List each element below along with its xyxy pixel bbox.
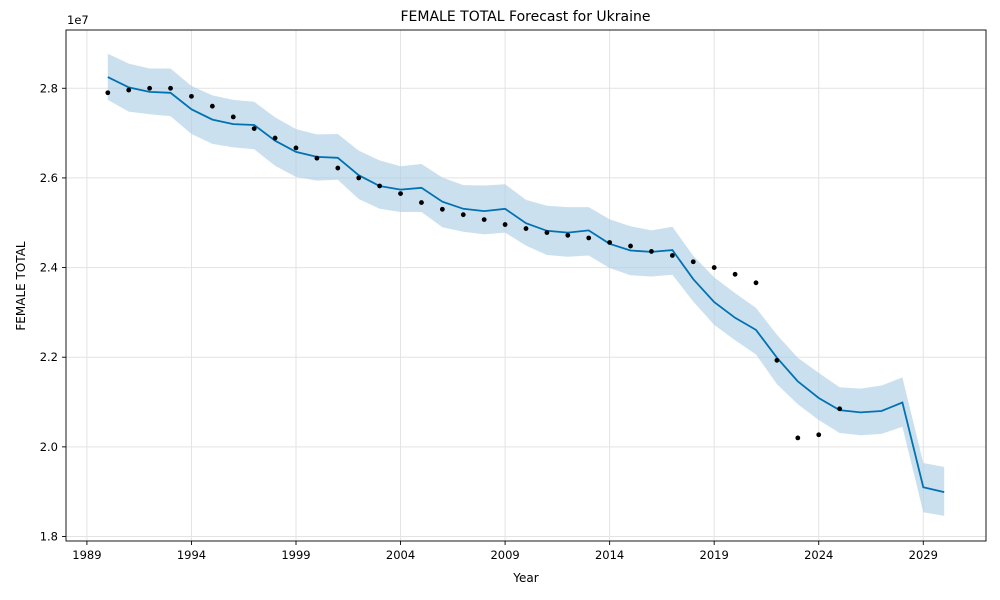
- observed-point: [732, 271, 738, 277]
- x-tick-label: 2014: [595, 548, 624, 562]
- observed-point: [837, 406, 843, 412]
- observed-point: [189, 93, 194, 99]
- observed-point: [607, 240, 613, 245]
- observed-point: [565, 232, 571, 238]
- y-tick-label: 2.8: [40, 81, 58, 95]
- observed-point: [460, 212, 466, 218]
- observed-point: [168, 85, 173, 91]
- chart-title: FEMALE TOTAL Forecast for Ukraine: [401, 9, 651, 25]
- observed-point: [251, 126, 257, 132]
- observed-point: [669, 253, 675, 258]
- grid-lines: [66, 30, 986, 541]
- x-axis-ticks: 1989 1994 1999 2004 2009 2014 2019 2024 2029: [72, 541, 938, 562]
- observed-point: [544, 230, 550, 236]
- y-axis-ticks: 1.8 2.0 2.2 2.4 2.6 2.8: [40, 81, 66, 544]
- observed-point: [649, 249, 654, 254]
- y-tick-label: 2.2: [40, 350, 58, 364]
- observed-point: [711, 265, 717, 270]
- x-tick-label: 2029: [909, 548, 938, 562]
- observed-point: [209, 103, 215, 109]
- observed-point: [690, 259, 696, 265]
- observed-point: [774, 357, 780, 363]
- observed-point: [272, 135, 278, 141]
- observed-point: [335, 165, 341, 171]
- y-scale-label: 1e7: [67, 13, 89, 27]
- observed-point: [795, 435, 801, 441]
- observed-point: [293, 145, 299, 151]
- x-axis-label: Year: [512, 571, 538, 585]
- observed-point: [753, 280, 759, 286]
- observed-point: [377, 183, 383, 189]
- x-tick-label: 2019: [700, 548, 729, 562]
- observed-point: [586, 235, 592, 241]
- y-tick-label: 2.0: [40, 440, 58, 454]
- forecast-line: [107, 76, 945, 493]
- x-tick-label: 1989: [72, 548, 101, 562]
- observed-point: [314, 155, 320, 161]
- observed-point: [147, 85, 153, 91]
- observed-point: [419, 200, 424, 205]
- observed-point: [502, 222, 508, 227]
- x-tick-label: 1994: [177, 548, 206, 562]
- observed-point: [628, 243, 633, 249]
- observed-point: [398, 191, 403, 197]
- observed-point: [126, 87, 132, 93]
- y-axis-label: FEMALE TOTAL: [14, 241, 28, 331]
- observed-point: [105, 90, 111, 96]
- x-tick-label: 1999: [281, 548, 310, 562]
- uncertainty-interval-band: [107, 53, 945, 516]
- x-tick-label: 2009: [490, 548, 519, 562]
- observed-point: [230, 114, 236, 120]
- observed-point: [816, 432, 822, 438]
- observed-points: [105, 85, 843, 441]
- observed-point: [439, 206, 445, 212]
- y-tick-label: 2.6: [40, 171, 58, 185]
- x-tick-label: 2024: [804, 548, 833, 562]
- x-tick-label: 2004: [386, 548, 415, 562]
- observed-point: [481, 217, 487, 223]
- plot-frame: [65, 29, 987, 542]
- y-tick-label: 1.8: [40, 530, 58, 544]
- observed-point: [523, 226, 529, 231]
- observed-point: [356, 175, 362, 181]
- y-tick-label: 2.4: [40, 261, 58, 275]
